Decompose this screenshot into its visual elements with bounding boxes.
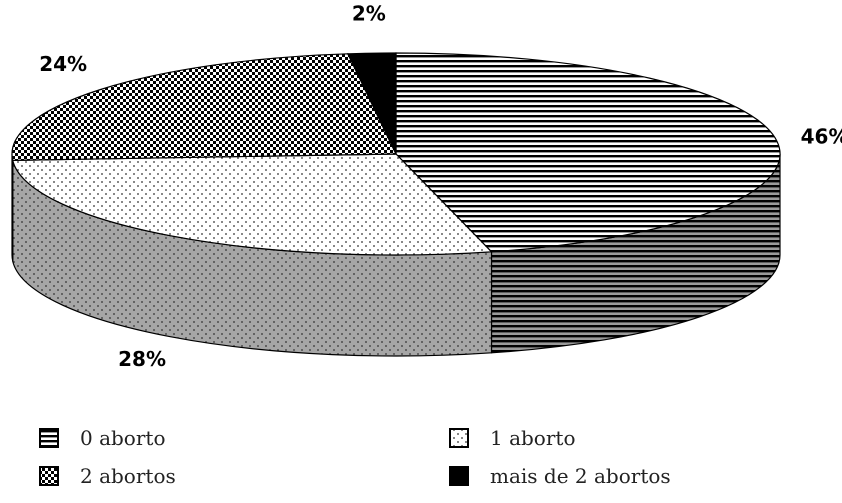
value-label-mais-de-2-abortos: 2% [352,1,386,25]
value-labels: 46% 28% 24% 2% [39,1,842,371]
legend-swatch-1-aborto [449,428,469,448]
slice-mais-de-2-abortos [346,52,397,155]
value-label-2-abortos: 24% [39,52,87,76]
value-label-1-aborto: 28% [118,347,166,371]
legend-label-1-aborto: 1 aborto [490,426,576,450]
value-label-0-aborto: 46% [801,124,842,148]
legend-swatch-2-abortos [39,466,59,486]
legend-label-2-abortos: 2 abortos [80,464,176,488]
slice-2-abortos [11,53,397,161]
pie-top-slices [11,52,781,256]
legend-label-0-aborto: 0 aborto [80,426,166,450]
slice-side-2-abortos [11,153,14,262]
slice-0-aborto [395,52,781,253]
legend-swatch-0-aborto [39,428,59,448]
slice-1-aborto [12,153,493,256]
legend-swatch-mais-de-2-abortos [449,466,469,486]
legend: 0 aborto 1 aborto 2 abortos mais de 2 abort… [39,426,671,488]
legend-label-mais-de-2-abortos: mais de 2 abortos [490,464,671,488]
